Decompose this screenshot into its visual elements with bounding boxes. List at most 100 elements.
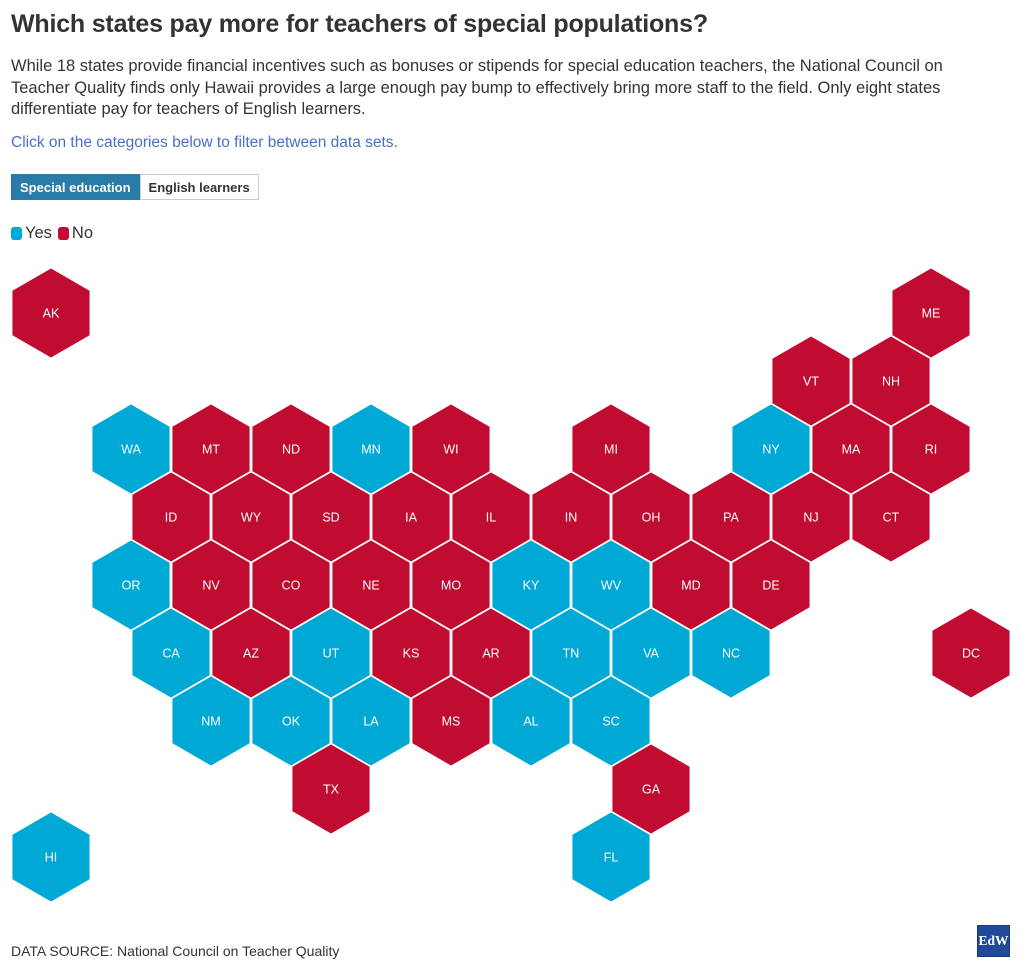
state-hex-vt[interactable] (771, 335, 851, 427)
state-tile-ct[interactable]: CT (851, 471, 931, 563)
state-hex-sd[interactable] (291, 471, 371, 563)
state-hex-il[interactable] (451, 471, 531, 563)
state-tile-nh[interactable]: NH (851, 335, 931, 427)
state-hex-ma[interactable] (811, 403, 891, 495)
state-hex-nj[interactable] (771, 471, 851, 563)
state-hex-fl[interactable] (571, 811, 651, 903)
state-tile-wy[interactable]: WY (211, 471, 291, 563)
state-hex-tx[interactable] (291, 743, 371, 835)
state-hex-ny[interactable] (731, 403, 811, 495)
state-tile-nv[interactable]: NV (171, 539, 251, 631)
state-hex-al[interactable] (491, 675, 571, 767)
state-tile-il[interactable]: IL (451, 471, 531, 563)
state-hex-dc[interactable] (931, 607, 1011, 699)
state-tile-sc[interactable]: SC (571, 675, 651, 767)
state-tile-nd[interactable]: ND (251, 403, 331, 495)
state-tile-va[interactable]: VA (611, 607, 691, 699)
state-hex-tn[interactable] (531, 607, 611, 699)
state-tile-ma[interactable]: MA (811, 403, 891, 495)
state-tile-ar[interactable]: AR (451, 607, 531, 699)
state-hex-ga[interactable] (611, 743, 691, 835)
state-tile-oh[interactable]: OH (611, 471, 691, 563)
legend-item-yes[interactable]: Yes (11, 224, 52, 243)
state-hex-wv[interactable] (571, 539, 651, 631)
state-tile-sd[interactable]: SD (291, 471, 371, 563)
state-tile-or[interactable]: OR (91, 539, 171, 631)
state-hex-va[interactable] (611, 607, 691, 699)
state-hex-mo[interactable] (411, 539, 491, 631)
tab-english-learners[interactable]: English learners (139, 174, 259, 200)
state-hex-ky[interactable] (491, 539, 571, 631)
state-hex-nd[interactable] (251, 403, 331, 495)
state-hex-ut[interactable] (291, 607, 371, 699)
state-tile-al[interactable]: AL (491, 675, 571, 767)
state-hex-sc[interactable] (571, 675, 651, 767)
state-tile-la[interactable]: LA (331, 675, 411, 767)
state-tile-mo[interactable]: MO (411, 539, 491, 631)
state-tile-ak[interactable]: AK (11, 267, 91, 359)
state-tile-nj[interactable]: NJ (771, 471, 851, 563)
state-tile-mn[interactable]: MN (331, 403, 411, 495)
state-tile-me[interactable]: ME (891, 267, 971, 359)
state-hex-az[interactable] (211, 607, 291, 699)
state-hex-la[interactable] (331, 675, 411, 767)
state-hex-pa[interactable] (691, 471, 771, 563)
state-tile-dc[interactable]: DC (931, 607, 1011, 699)
state-hex-mt[interactable] (171, 403, 251, 495)
state-hex-ne[interactable] (331, 539, 411, 631)
state-tile-ga[interactable]: GA (611, 743, 691, 835)
state-hex-or[interactable] (91, 539, 171, 631)
state-hex-ok[interactable] (251, 675, 331, 767)
state-tile-ca[interactable]: CA (131, 607, 211, 699)
state-hex-ak[interactable] (11, 267, 91, 359)
state-tile-ia[interactable]: IA (371, 471, 451, 563)
state-hex-ia[interactable] (371, 471, 451, 563)
state-hex-co[interactable] (251, 539, 331, 631)
state-hex-id[interactable] (131, 471, 211, 563)
state-hex-ks[interactable] (371, 607, 451, 699)
state-hex-wa[interactable] (91, 403, 171, 495)
state-tile-tx[interactable]: TX (291, 743, 371, 835)
state-tile-hi[interactable]: HI (11, 811, 91, 903)
state-tile-nc[interactable]: NC (691, 607, 771, 699)
state-hex-ri[interactable] (891, 403, 971, 495)
state-tile-tn[interactable]: TN (531, 607, 611, 699)
state-tile-ny[interactable]: NY (731, 403, 811, 495)
state-tile-mt[interactable]: MT (171, 403, 251, 495)
state-tile-md[interactable]: MD (651, 539, 731, 631)
state-tile-id[interactable]: ID (131, 471, 211, 563)
state-hex-ms[interactable] (411, 675, 491, 767)
state-tile-ms[interactable]: MS (411, 675, 491, 767)
state-hex-md[interactable] (651, 539, 731, 631)
state-hex-me[interactable] (891, 267, 971, 359)
legend-item-no[interactable]: No (57, 224, 93, 243)
state-tile-wa[interactable]: WA (91, 403, 171, 495)
state-tile-ky[interactable]: KY (491, 539, 571, 631)
state-tile-in[interactable]: IN (531, 471, 611, 563)
state-hex-nh[interactable] (851, 335, 931, 427)
state-hex-mn[interactable] (331, 403, 411, 495)
state-hex-in[interactable] (531, 471, 611, 563)
state-hex-nm[interactable] (171, 675, 251, 767)
state-tile-fl[interactable]: FL (571, 811, 651, 903)
state-hex-oh[interactable] (611, 471, 691, 563)
state-tile-wv[interactable]: WV (571, 539, 651, 631)
state-hex-ct[interactable] (851, 471, 931, 563)
state-tile-wi[interactable]: WI (411, 403, 491, 495)
tab-special-education[interactable]: Special education (11, 174, 140, 200)
state-tile-ri[interactable]: RI (891, 403, 971, 495)
state-tile-mi[interactable]: MI (571, 403, 651, 495)
state-hex-wy[interactable] (211, 471, 291, 563)
state-hex-mi[interactable] (571, 403, 651, 495)
state-tile-ne[interactable]: NE (331, 539, 411, 631)
state-tile-az[interactable]: AZ (211, 607, 291, 699)
state-tile-pa[interactable]: PA (691, 471, 771, 563)
state-tile-de[interactable]: DE (731, 539, 811, 631)
state-tile-ok[interactable]: OK (251, 675, 331, 767)
state-tile-nm[interactable]: NM (171, 675, 251, 767)
state-hex-hi[interactable] (11, 811, 91, 903)
state-tile-vt[interactable]: VT (771, 335, 851, 427)
state-tile-co[interactable]: CO (251, 539, 331, 631)
state-hex-de[interactable] (731, 539, 811, 631)
state-hex-ar[interactable] (451, 607, 531, 699)
